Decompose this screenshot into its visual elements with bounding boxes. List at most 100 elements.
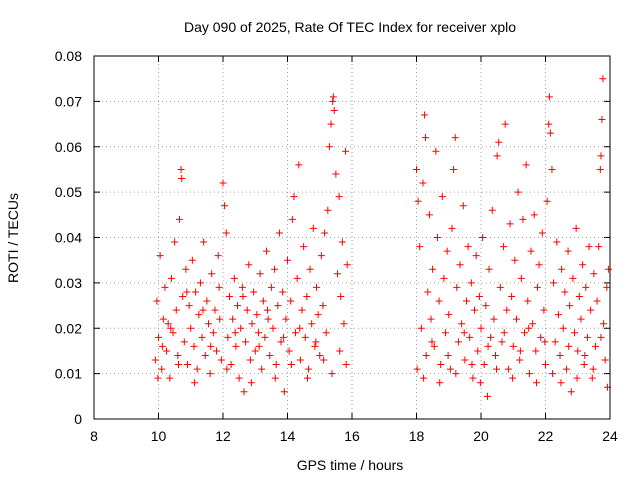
data-point bbox=[258, 365, 266, 373]
data-point bbox=[174, 361, 182, 369]
x-tick-label: 22 bbox=[538, 428, 554, 444]
data-point bbox=[337, 292, 345, 300]
data-points bbox=[151, 75, 612, 400]
data-point bbox=[272, 361, 280, 369]
x-tick-label: 8 bbox=[90, 428, 98, 444]
data-point bbox=[501, 120, 509, 128]
data-point bbox=[185, 302, 193, 310]
data-point bbox=[428, 338, 436, 346]
data-point bbox=[466, 333, 474, 341]
data-point bbox=[204, 320, 212, 328]
data-point bbox=[211, 306, 219, 314]
data-point bbox=[483, 392, 491, 400]
data-point bbox=[308, 320, 316, 328]
data-point bbox=[195, 311, 203, 319]
data-point bbox=[517, 274, 525, 282]
data-point bbox=[580, 361, 588, 369]
x-tick-label: 16 bbox=[344, 428, 360, 444]
data-point bbox=[476, 379, 484, 387]
data-point bbox=[566, 302, 574, 310]
y-tick-label: 0.03 bbox=[55, 275, 82, 291]
data-point bbox=[311, 342, 319, 350]
data-point bbox=[577, 315, 585, 323]
data-point bbox=[506, 220, 514, 228]
data-point bbox=[151, 356, 159, 364]
data-point bbox=[164, 320, 172, 328]
data-point bbox=[453, 283, 461, 291]
data-point bbox=[330, 106, 338, 114]
data-point bbox=[274, 302, 282, 310]
data-point bbox=[603, 283, 611, 291]
data-point bbox=[574, 347, 582, 355]
data-point bbox=[471, 306, 479, 314]
data-point bbox=[306, 265, 314, 273]
data-point bbox=[206, 370, 214, 378]
data-point bbox=[158, 365, 166, 373]
data-point bbox=[512, 315, 520, 323]
data-point bbox=[232, 342, 240, 350]
data-point bbox=[575, 292, 583, 300]
data-point bbox=[264, 306, 272, 314]
data-point bbox=[467, 279, 475, 287]
y-tick-labels: 0 0.01 0.02 0.03 0.04 0.05 0.06 0.07 0.08 bbox=[55, 48, 82, 427]
data-point bbox=[213, 347, 221, 355]
data-point bbox=[179, 292, 187, 300]
data-point bbox=[435, 297, 443, 305]
data-point bbox=[495, 138, 503, 146]
data-point bbox=[522, 161, 530, 169]
data-point bbox=[296, 356, 304, 364]
y-tick-label: 0.01 bbox=[55, 366, 82, 382]
data-point bbox=[521, 329, 529, 337]
data-point bbox=[287, 297, 295, 305]
data-point bbox=[475, 292, 483, 300]
data-point bbox=[542, 361, 549, 369]
data-point bbox=[182, 265, 190, 273]
y-axis-label: ROTI / TECUs bbox=[5, 193, 21, 283]
data-point bbox=[496, 283, 504, 291]
data-point bbox=[424, 288, 432, 296]
data-point bbox=[572, 224, 580, 232]
y-tick-label: 0 bbox=[74, 411, 82, 427]
data-point bbox=[516, 356, 524, 364]
data-point bbox=[332, 170, 340, 178]
data-point bbox=[438, 193, 446, 201]
data-point bbox=[488, 206, 496, 214]
data-point bbox=[585, 243, 593, 251]
data-point bbox=[500, 329, 508, 337]
data-point bbox=[532, 347, 540, 355]
data-point bbox=[540, 306, 548, 314]
data-point bbox=[558, 265, 566, 273]
data-point bbox=[490, 315, 498, 323]
data-point bbox=[177, 165, 185, 173]
data-point bbox=[235, 374, 243, 382]
y-tick-label: 0.07 bbox=[55, 93, 82, 109]
y-tick-label: 0.08 bbox=[55, 48, 82, 64]
data-point bbox=[509, 342, 517, 350]
data-point bbox=[221, 202, 229, 210]
data-point bbox=[234, 302, 242, 310]
data-point bbox=[480, 361, 488, 369]
data-point bbox=[285, 347, 293, 355]
data-point bbox=[524, 297, 532, 305]
data-point bbox=[209, 329, 217, 337]
data-point bbox=[263, 247, 271, 255]
data-point bbox=[184, 361, 192, 369]
data-point bbox=[416, 243, 424, 251]
data-point bbox=[342, 147, 350, 155]
data-point bbox=[230, 274, 238, 282]
data-point bbox=[579, 261, 587, 269]
data-point bbox=[504, 365, 512, 373]
data-point bbox=[590, 270, 598, 278]
data-point bbox=[549, 370, 557, 378]
data-point bbox=[472, 252, 480, 260]
data-point bbox=[554, 311, 562, 319]
data-point bbox=[316, 351, 324, 359]
data-point bbox=[437, 361, 445, 369]
data-point bbox=[237, 324, 245, 332]
x-tick-label: 10 bbox=[151, 428, 167, 444]
data-point bbox=[169, 329, 177, 337]
chart-title: Day 090 of 2025, Rate Of TEC Index for r… bbox=[184, 19, 516, 35]
data-point bbox=[153, 297, 161, 305]
data-point bbox=[217, 356, 225, 364]
data-point bbox=[595, 243, 603, 251]
